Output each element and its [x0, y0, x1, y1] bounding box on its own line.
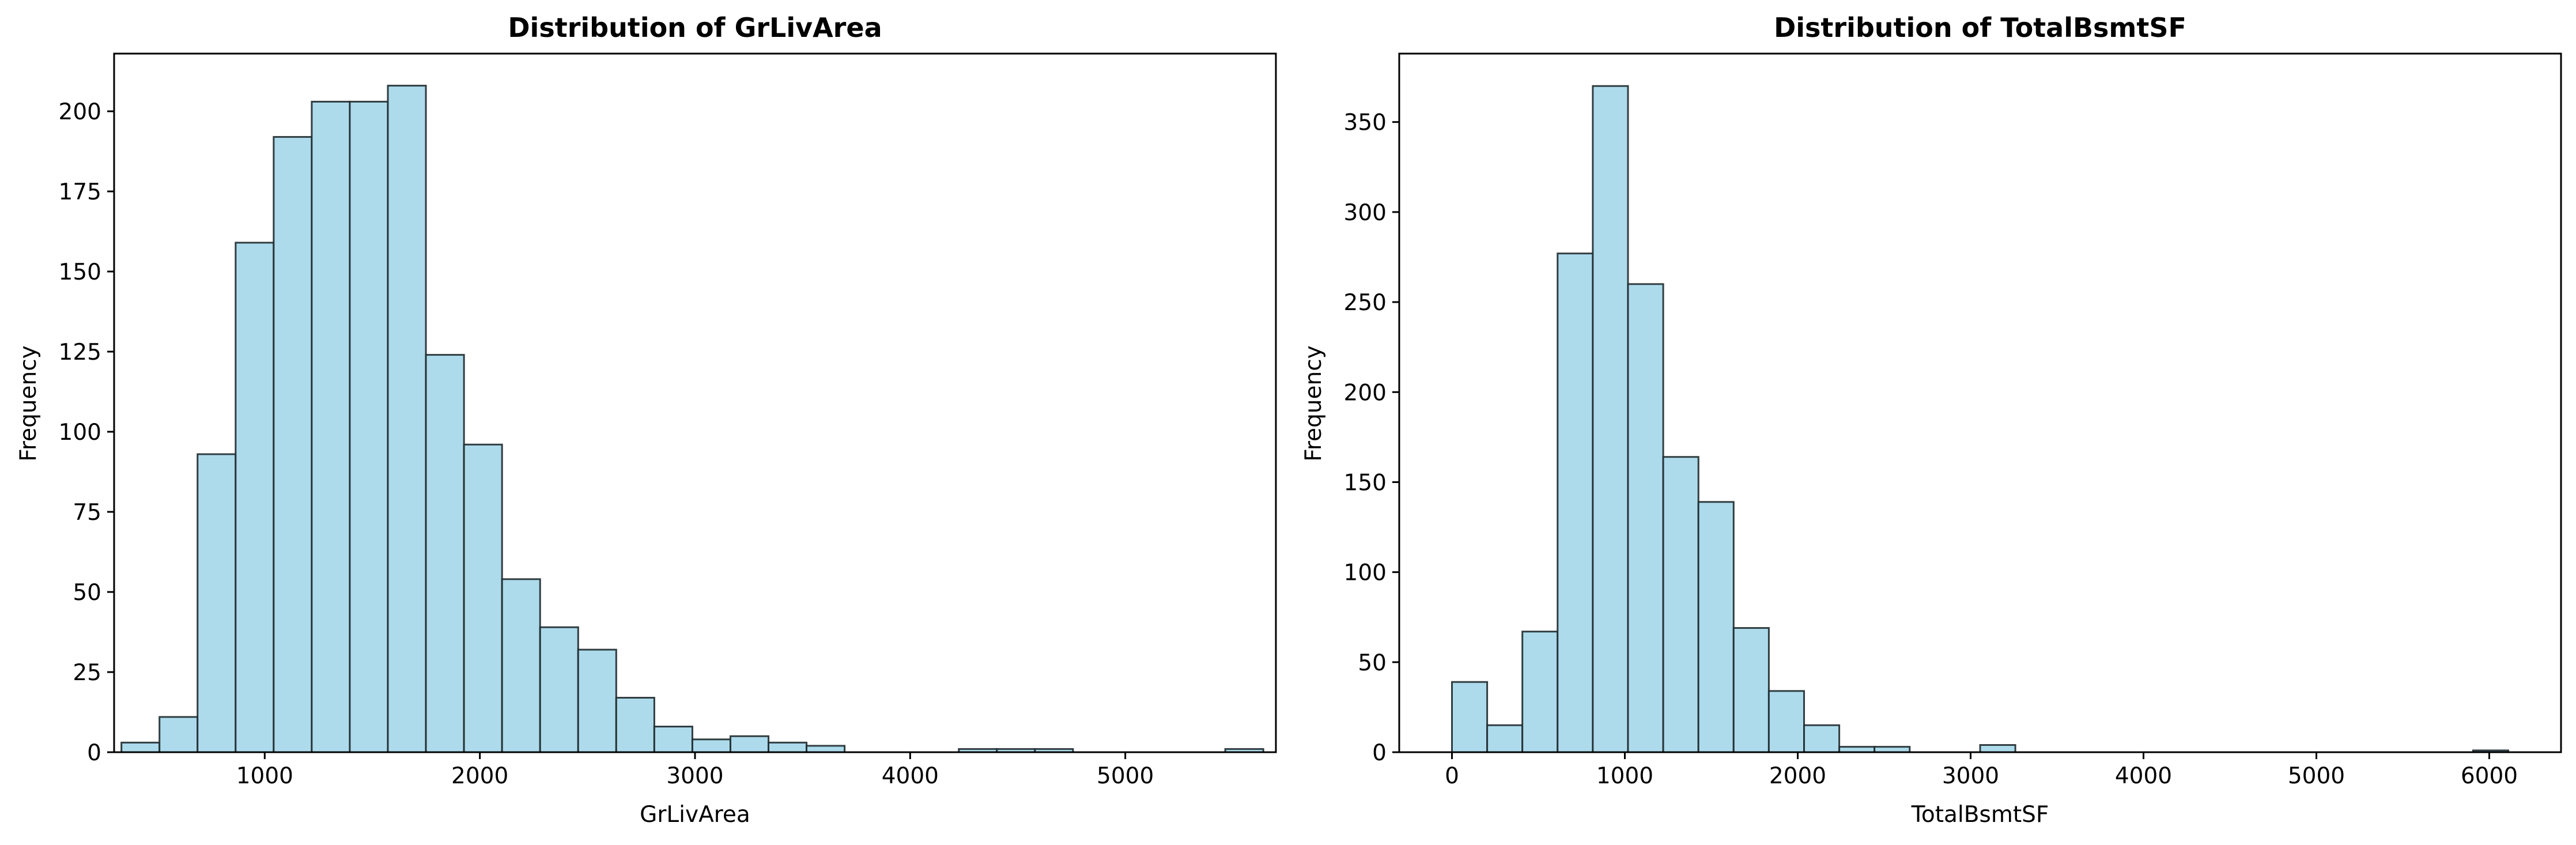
x-axis-label: GrLivArea	[640, 802, 750, 828]
x-tick-label: 3000	[666, 763, 723, 789]
y-tick-label: 0	[1372, 740, 1387, 766]
histogram-bar	[311, 100, 351, 753]
ticks-group: 0 1000 2000 3000 4000 5000 6000 0 50 100 150 200 250…	[1344, 110, 2518, 789]
histogram-bar	[235, 242, 275, 753]
histogram-bar	[273, 136, 313, 753]
chart-grlivarea: Distribution of GrLivArea 1000 2000 3000 40…	[16, 12, 1277, 828]
y-tick-label: 25	[73, 660, 101, 686]
histogram-bar	[158, 716, 199, 753]
y-tick-label: 100	[59, 420, 101, 446]
histogram-bar	[501, 578, 541, 753]
histogram-bar	[1732, 627, 1770, 753]
x-tick-label: 1000	[236, 763, 293, 789]
y-tick-label: 350	[1344, 110, 1387, 136]
plot-frame	[113, 52, 1277, 753]
y-tick-label: 200	[59, 99, 101, 125]
histogram-bar	[120, 741, 161, 753]
y-tick-label: 75	[73, 500, 101, 526]
chart-totalbsmtsf: Distribution of TotalBsmtSF 0 1000 2000 300…	[1301, 12, 2562, 828]
x-tick-label: 2000	[451, 763, 508, 789]
histogram-bar	[653, 726, 693, 753]
histogram-bar	[729, 735, 770, 753]
y-tick-label: 200	[1344, 380, 1387, 406]
histogram-bar	[539, 626, 579, 753]
histogram-bar	[1627, 283, 1664, 753]
histogram-bar	[425, 354, 465, 753]
histogram-bar	[463, 443, 503, 753]
y-tick-label: 100	[1344, 560, 1387, 586]
chart-title: Distribution of GrLivArea	[508, 12, 882, 43]
histogram-bar	[691, 738, 731, 753]
histogram-bar	[806, 745, 846, 753]
bars-group	[120, 85, 1264, 753]
y-tick-label: 50	[1358, 650, 1387, 676]
histogram-bar	[197, 453, 237, 753]
x-tick-label: 0	[1445, 763, 1459, 789]
x-axis-label: TotalBsmtSF	[1911, 802, 2049, 828]
histogram-bar	[1979, 744, 2016, 753]
histogram-bar	[577, 648, 617, 753]
y-tick-label: 300	[1344, 200, 1387, 226]
bars-group	[1451, 85, 2510, 753]
x-tick-label: 3000	[1942, 763, 1999, 789]
y-tick-label: 125	[59, 339, 101, 365]
histogram-bar	[349, 100, 389, 753]
histogram-bar	[387, 85, 427, 753]
histogram-bar	[1697, 501, 1735, 753]
histogram-bar	[1451, 681, 1489, 753]
plot-frame	[1398, 52, 2562, 753]
histogram-bar	[615, 696, 655, 753]
y-axis-label: Frequency	[1301, 345, 1327, 461]
ticks-group: 1000 2000 3000 4000 5000 0 25 50 75 100 125 150 175 2…	[59, 99, 1154, 789]
chart-title: Distribution of TotalBsmtSF	[1774, 12, 2186, 43]
histogram-bar	[1592, 85, 1629, 753]
x-tick-label: 1000	[1596, 763, 1653, 789]
y-tick-label: 150	[59, 259, 101, 285]
y-tick-label: 0	[87, 740, 101, 766]
histogram-bar	[768, 741, 808, 753]
x-tick-label: 2000	[1769, 763, 1826, 789]
histogram-bar	[1662, 456, 1699, 753]
y-tick-label: 175	[59, 179, 101, 205]
y-tick-label: 50	[73, 580, 101, 606]
histogram-bar	[1521, 631, 1559, 753]
histogram-bar	[1767, 690, 1806, 753]
histogram-bar	[1557, 252, 1594, 753]
x-tick-label: 4000	[882, 763, 939, 789]
x-tick-label: 5000	[1097, 763, 1154, 789]
histogram-bar	[1803, 724, 1841, 753]
y-tick-label: 250	[1344, 290, 1387, 316]
x-tick-label: 4000	[2115, 763, 2172, 789]
y-tick-label: 150	[1344, 470, 1387, 496]
histogram-bar	[1486, 724, 1524, 753]
x-tick-label: 6000	[2461, 763, 2518, 789]
y-axis-label: Frequency	[16, 345, 41, 461]
x-tick-label: 5000	[2288, 763, 2345, 789]
